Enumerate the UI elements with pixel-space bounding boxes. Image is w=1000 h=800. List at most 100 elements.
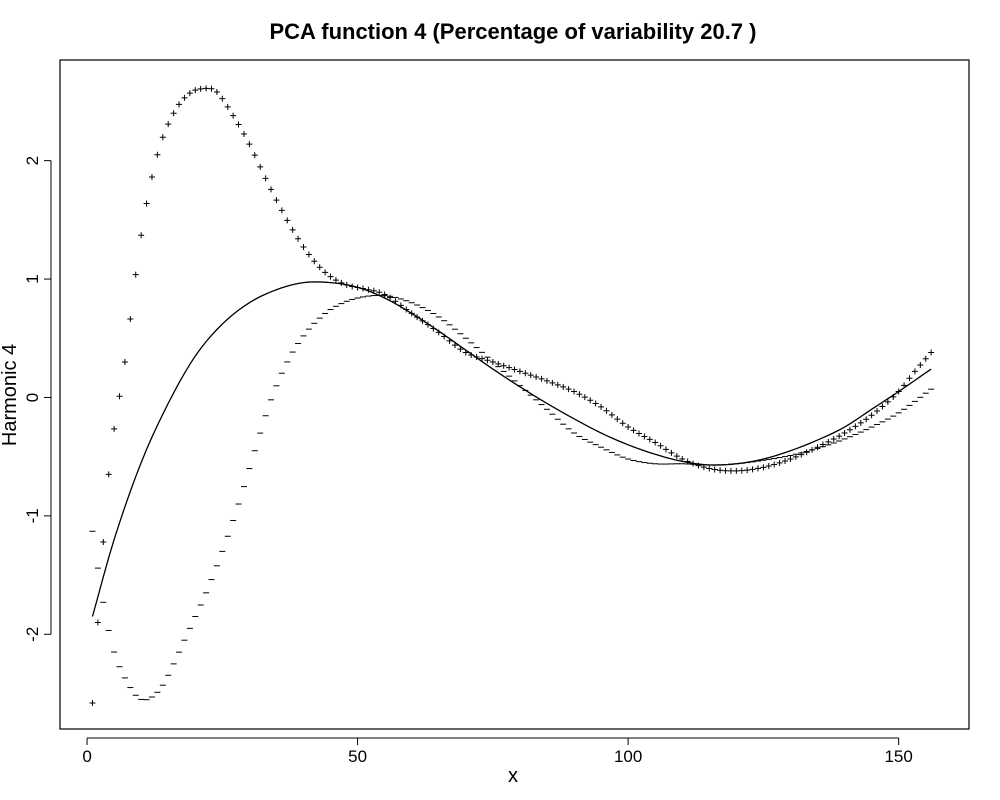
plus-point <box>706 465 713 472</box>
plus-point <box>619 420 626 427</box>
plus-point <box>917 362 924 369</box>
plus-point <box>381 291 388 298</box>
series-plus-marker <box>89 85 935 706</box>
plus-point <box>387 294 394 301</box>
plus-point <box>841 429 848 436</box>
plus-point <box>349 283 356 290</box>
plus-point <box>327 273 334 280</box>
plus-point <box>754 465 761 472</box>
plus-point <box>154 151 161 158</box>
plus-point <box>370 287 377 294</box>
plus-point <box>733 467 740 474</box>
plus-point <box>100 539 107 546</box>
plus-point <box>673 453 680 460</box>
plus-point <box>500 362 507 369</box>
plus-point <box>176 101 183 108</box>
plus-point <box>230 112 237 119</box>
plus-point <box>554 381 561 388</box>
plus-point <box>208 85 215 92</box>
plus-point <box>316 264 323 271</box>
plus-point <box>192 87 199 94</box>
plus-point <box>895 388 902 395</box>
y-tick-label: 2 <box>23 156 42 165</box>
plus-point <box>576 391 583 398</box>
x-tick-label: 50 <box>348 747 367 766</box>
x-tick-label: 0 <box>82 747 91 766</box>
plus-point <box>533 374 540 381</box>
plus-point <box>814 444 821 451</box>
plus-point <box>121 358 128 365</box>
plus-point <box>625 424 632 431</box>
plus-point <box>663 446 669 453</box>
plus-point <box>257 163 264 170</box>
plus-point <box>441 333 448 340</box>
plus-point <box>446 337 453 344</box>
plus-point <box>219 95 226 102</box>
plus-point <box>295 235 302 242</box>
plus-point <box>376 289 383 296</box>
plus-point <box>738 467 745 474</box>
series-minus-marker <box>89 294 935 701</box>
plus-point <box>430 325 437 332</box>
plus-point <box>408 310 415 317</box>
plus-point <box>305 251 312 258</box>
plus-point <box>571 388 578 395</box>
y-tick-label: 0 <box>23 393 42 402</box>
plus-point <box>246 141 253 148</box>
plus-point <box>711 466 718 473</box>
plot-frame <box>59 59 970 730</box>
plus-point <box>419 317 426 324</box>
plus-point <box>224 103 231 110</box>
plus-point <box>727 467 734 474</box>
y-tick-label: -1 <box>23 508 42 523</box>
plus-point <box>397 302 404 309</box>
plus-point <box>116 393 123 400</box>
plus-point <box>614 416 621 423</box>
plus-point <box>392 298 399 305</box>
plus-point <box>852 423 859 430</box>
plus-point <box>603 407 610 414</box>
plus-point <box>451 342 458 349</box>
plus-point <box>760 464 767 471</box>
plus-point <box>803 449 810 456</box>
plus-point <box>203 85 210 92</box>
plus-point <box>825 438 832 445</box>
y-axis-label: Harmonic 4 <box>0 344 21 446</box>
plus-point <box>468 352 475 359</box>
plus-point <box>565 386 572 393</box>
plus-point <box>581 394 588 401</box>
plus-point <box>608 411 615 418</box>
plus-point <box>765 463 772 470</box>
plus-point <box>776 459 783 466</box>
plus-point <box>484 357 491 364</box>
plus-point <box>289 226 296 233</box>
plus-point <box>414 314 421 321</box>
plus-point <box>197 85 204 92</box>
series-layer <box>89 85 935 706</box>
plus-point <box>911 368 918 375</box>
plus-point <box>170 110 177 117</box>
plus-point <box>587 397 594 404</box>
plus-point <box>479 355 486 362</box>
plus-point <box>598 403 605 410</box>
plus-point <box>641 433 648 440</box>
plus-point <box>527 372 534 379</box>
plus-point <box>322 269 329 276</box>
plus-point <box>863 416 870 423</box>
plus-point <box>722 467 729 474</box>
plus-point <box>879 403 886 410</box>
plus-point <box>354 284 361 291</box>
plus-point <box>495 360 502 367</box>
x-axis-label: x <box>508 765 518 787</box>
plus-point <box>332 277 339 284</box>
plus-point <box>138 232 145 239</box>
plus-point <box>284 217 291 224</box>
plus-point <box>787 456 794 463</box>
plus-point <box>132 271 139 278</box>
series-line <box>91 281 932 617</box>
plus-point <box>792 453 799 460</box>
plus-point <box>111 425 118 432</box>
plus-point <box>630 427 637 434</box>
plus-point <box>273 197 280 204</box>
